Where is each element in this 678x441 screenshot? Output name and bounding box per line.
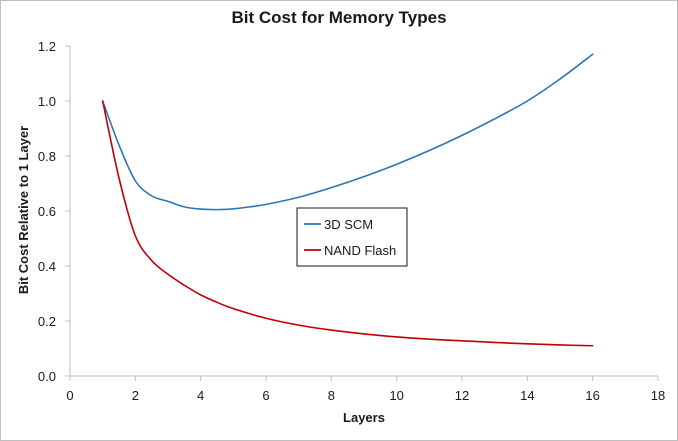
legend-label-3d-scm: 3D SCM [324, 217, 373, 232]
y-tick-label: 0.0 [38, 369, 56, 384]
x-tick-label: 6 [262, 388, 269, 403]
x-tick-label: 14 [520, 388, 534, 403]
x-tick-label: 12 [455, 388, 469, 403]
y-axis-title: Bit Cost Relative to 1 Layer [16, 126, 31, 294]
y-tick-label: 0.4 [38, 259, 56, 274]
legend-label-nand-flash: NAND Flash [324, 243, 396, 258]
x-tick-label: 10 [389, 388, 403, 403]
x-tick-label: 0 [66, 388, 73, 403]
series-line-3d-scm [101, 53, 594, 211]
y-tick-label: 0.8 [38, 149, 56, 164]
x-tick-label: 8 [328, 388, 335, 403]
y-tick-label: 0.2 [38, 314, 56, 329]
legend-box [296, 207, 408, 267]
legend: 3D SCM NAND Flash [296, 207, 408, 267]
series-layer [101, 53, 594, 347]
x-tick-label: 16 [585, 388, 599, 403]
x-tick-label: 18 [651, 388, 665, 403]
y-tick-label: 1.0 [38, 94, 56, 109]
y-tick-label: 0.6 [38, 204, 56, 219]
chart-title: Bit Cost for Memory Types [231, 8, 446, 27]
axes: 0 2 4 6 8 10 12 14 16 18 0.0 0.2 0.4 0.6 0.8 1.0 1.2 [38, 39, 665, 403]
y-tick-label: 1.2 [38, 39, 56, 54]
x-tick-label: 4 [197, 388, 204, 403]
x-tick-label: 2 [132, 388, 139, 403]
series-line-nand-flash [101, 100, 594, 347]
x-axis-title: Layers [343, 410, 385, 425]
